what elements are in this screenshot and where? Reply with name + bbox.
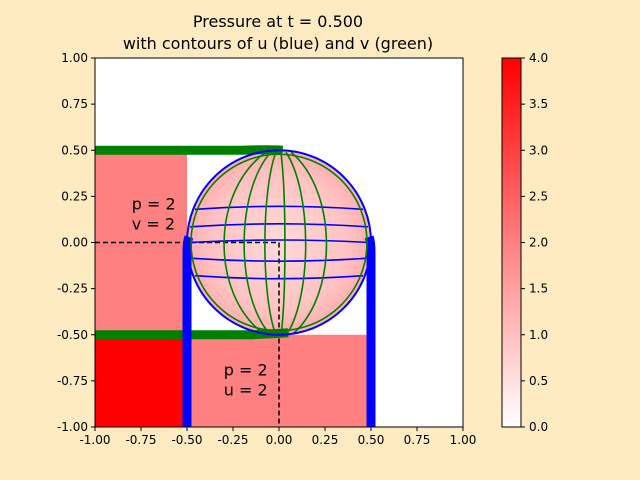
colorbar-tick-label: 0.0 [529,420,548,434]
v-contour-circle-outline [190,153,368,332]
colorbar-tick-label: 1.0 [529,328,548,342]
u-contour-circle-outline [186,149,372,336]
y-axis: -1.00 -0.75 -0.50 -0.25 0.00 0.25 0.50 0.75 1.00 [57,51,95,434]
region-annotations: p = 2v = 2p = 2u = 2 [132,194,268,399]
x-tick-label: -0.25 [217,433,248,447]
y-tick-label: -0.50 [57,328,88,342]
y-tick-label: -0.25 [57,282,88,296]
dashed-boundary-line [95,241,280,427]
v-contour-meridian [285,151,307,334]
v-contour-meridian [290,151,328,334]
y-tick-label: 0.25 [61,189,88,203]
x-tick-label: 0.75 [404,433,431,447]
y-tick-label: -1.00 [57,420,88,434]
pressure-region-lower-left-corner [95,334,187,427]
x-tick-label: -0.75 [125,433,156,447]
u-contour-arc [190,223,368,228]
annotation-text: v = 2 [132,214,175,233]
velocity-contours [95,145,376,427]
x-axis: -1.00 -0.75 -0.50 -0.25 0.00 0.25 0.50 0.75 1.00 [79,427,476,447]
v-contour-meridian [243,151,272,334]
colorbar-tick-label: 4.0 [529,51,548,65]
colorbar-tick-label: 0.5 [529,374,548,388]
x-tick-label: 0.50 [358,433,385,447]
x-tick-label: 0.25 [312,433,339,447]
u-contour-arc [194,274,364,280]
u-contour-left-band [182,235,194,427]
u-contour-arc [190,257,368,262]
pressure-region-upper-left [95,150,187,335]
chart-title-line-2: with contours of u (blue) and v (green) [123,34,433,53]
colorbar-axis: 0.0 0.5 1.0 1.5 2.0 2.5 3.0 3.5 4.0 [521,51,548,434]
v-contour-meridian [280,152,286,333]
v-contour-meridian [264,151,277,334]
u-contour-arc [194,205,364,211]
annotation-text: p = 2 [224,360,268,379]
annotation-text: u = 2 [224,380,268,399]
colorbar-tick-label: 1.5 [529,282,548,296]
y-tick-label: 1.00 [61,51,88,65]
colorbar-tick-label: 3.0 [529,143,548,157]
v-contour-upper-band [95,145,284,155]
u-contour-right-band [364,235,376,427]
x-tick-label: -1.00 [79,433,110,447]
colorbar-tick-label: 2.0 [529,236,548,250]
y-tick-label: 0.75 [61,97,88,111]
colorbar-tick-label: 2.5 [529,189,548,203]
y-tick-label: -0.75 [57,374,88,388]
y-tick-label: 0.00 [61,236,88,250]
v-contour-meridian [223,151,267,334]
y-tick-label: 0.50 [61,143,88,157]
u-contour-arc [188,239,370,244]
colorbar [501,57,522,428]
x-tick-label: -0.50 [171,433,202,447]
chart-title-line-1: Pressure at t = 0.500 [193,12,363,31]
x-tick-label: 1.00 [450,433,477,447]
colorbar-tick-label: 3.5 [529,97,548,111]
annotation-text: p = 2 [132,194,176,213]
x-tick-label: 0.00 [266,433,293,447]
